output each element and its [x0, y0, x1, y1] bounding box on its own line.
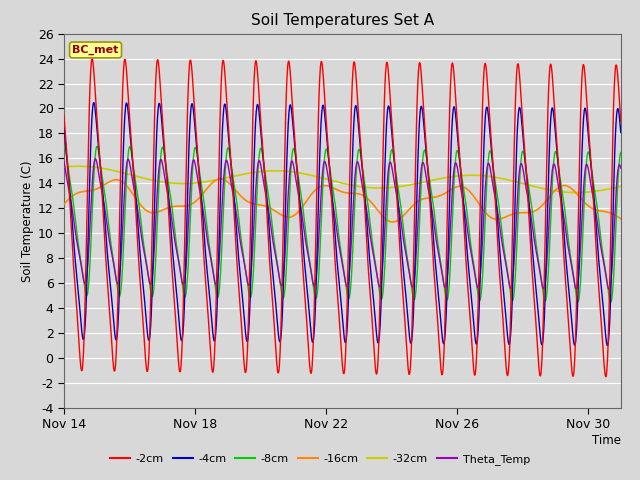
Text: Time: Time: [592, 434, 621, 447]
Text: BC_met: BC_met: [72, 45, 119, 55]
Legend: -2cm, -4cm, -8cm, -16cm, -32cm, Theta_Temp: -2cm, -4cm, -8cm, -16cm, -32cm, Theta_Te…: [106, 450, 534, 469]
Title: Soil Temperatures Set A: Soil Temperatures Set A: [251, 13, 434, 28]
Y-axis label: Soil Temperature (C): Soil Temperature (C): [20, 160, 33, 282]
